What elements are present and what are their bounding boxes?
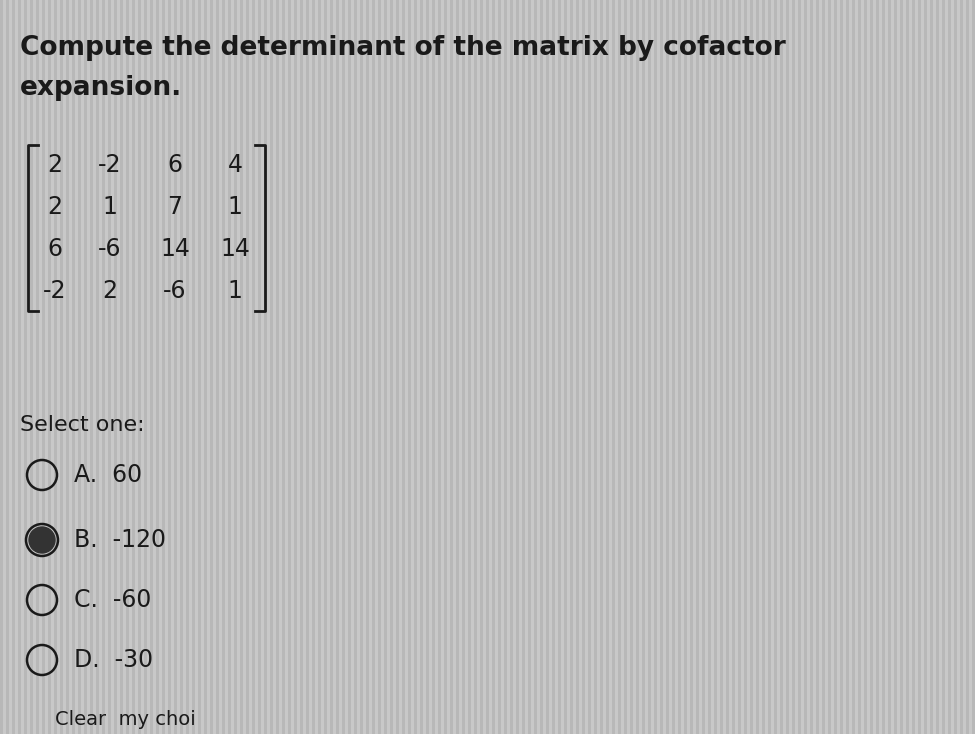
Text: -2: -2 [98,153,122,177]
Text: 2: 2 [102,279,118,303]
Text: C.  -60: C. -60 [74,588,151,612]
Text: 7: 7 [168,195,182,219]
Text: B.  -120: B. -120 [74,528,166,552]
Text: 14: 14 [220,237,250,261]
Text: -6: -6 [98,237,122,261]
Text: 1: 1 [227,279,243,303]
Text: 14: 14 [160,237,190,261]
Text: 1: 1 [227,195,243,219]
Text: 2: 2 [48,195,62,219]
Circle shape [29,527,55,553]
Text: 6: 6 [48,237,62,261]
Text: Select one:: Select one: [20,415,144,435]
Text: 6: 6 [168,153,182,177]
Text: -6: -6 [163,279,187,303]
Text: -2: -2 [43,279,66,303]
Text: Compute the determinant of the matrix by cofactor: Compute the determinant of the matrix by… [20,35,786,61]
Text: expansion.: expansion. [20,75,182,101]
Text: D.  -30: D. -30 [74,648,153,672]
Text: 4: 4 [227,153,243,177]
Text: 1: 1 [102,195,117,219]
Text: Clear  my choi: Clear my choi [55,710,196,729]
Text: A.  60: A. 60 [74,463,142,487]
Text: 2: 2 [48,153,62,177]
